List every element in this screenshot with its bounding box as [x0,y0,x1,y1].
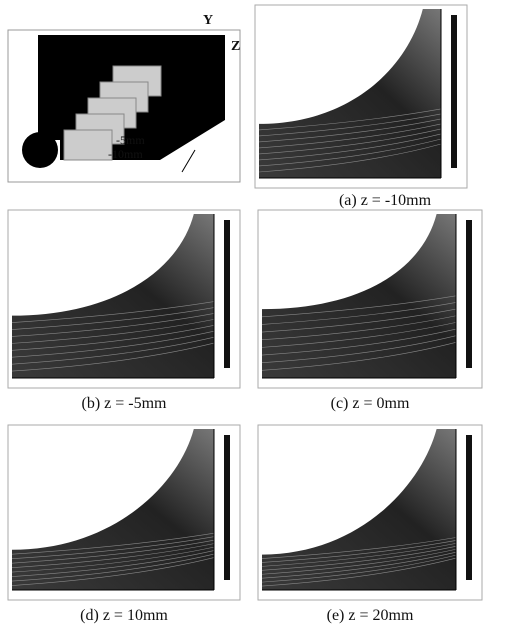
streamline [261,546,457,571]
streamline [11,301,215,323]
streamline [261,342,457,371]
streamline [261,308,457,333]
streamline [11,536,215,559]
streamline [11,319,215,344]
streamline [261,543,457,567]
streamline [261,295,457,318]
cylinder [22,132,58,168]
streamline [11,553,215,582]
streamline [258,128,442,155]
streamline [11,557,215,586]
axis-label: Y [203,13,213,28]
streamline [261,328,457,356]
streamline [261,335,457,363]
panel: (c) z = 0mm [257,209,483,412]
plane-label: -5mm [116,133,145,147]
panel: (e) z = 20mm [257,424,483,624]
streamline [11,546,215,573]
streamline [11,330,215,358]
colorbar [466,435,472,580]
flow-field [262,214,456,378]
flow-field [12,429,214,590]
panel-caption: (e) z = 20mm [327,607,414,624]
streamline [258,138,442,167]
streamline [11,539,215,564]
panels: (a) z = -10mm (b) z = -5mm (c) z = 0mm (d) … [7,4,483,624]
streamline [258,113,442,137]
streamline [11,342,215,372]
streamline [258,133,442,161]
panel-caption: (c) z = 0mm [331,395,410,412]
colorbar [224,435,230,580]
colorbar [224,220,230,368]
streamline [261,548,457,575]
streamline [11,550,215,577]
panel: (b) z = -5mm [7,209,241,412]
arrow [181,149,196,173]
streamline [261,315,457,341]
streamline [258,118,442,143]
streamline [11,325,215,351]
streamline [258,108,442,131]
colorbar [466,220,472,368]
streamline [258,123,442,149]
streamline [11,543,215,568]
streamline [261,302,457,325]
streamline [261,322,457,348]
streamline [261,537,457,559]
panel-caption: (b) z = -5mm [82,395,168,412]
streamline [261,554,457,583]
flow-field [12,214,214,378]
axis-label: Z [231,39,240,54]
planes [63,65,162,161]
panel: (d) z = 10mm [7,424,241,624]
streamline [11,313,215,337]
panel-caption: (a) z = -10mm [339,192,432,209]
panel: (a) z = -10mm [254,4,468,209]
streamline [258,143,442,173]
flow-field [262,429,456,590]
colorbar [451,15,457,168]
streamline [11,532,215,555]
streamline [261,540,457,563]
plane-label: -10mm [108,147,143,161]
streamline [11,307,215,330]
streamline [11,336,215,365]
streamline [261,551,457,579]
schematic: Y Z -5mm -10mm [7,13,241,183]
streamline [261,557,457,587]
panel-caption: (d) z = 10mm [80,607,168,624]
flow-field [259,9,441,178]
